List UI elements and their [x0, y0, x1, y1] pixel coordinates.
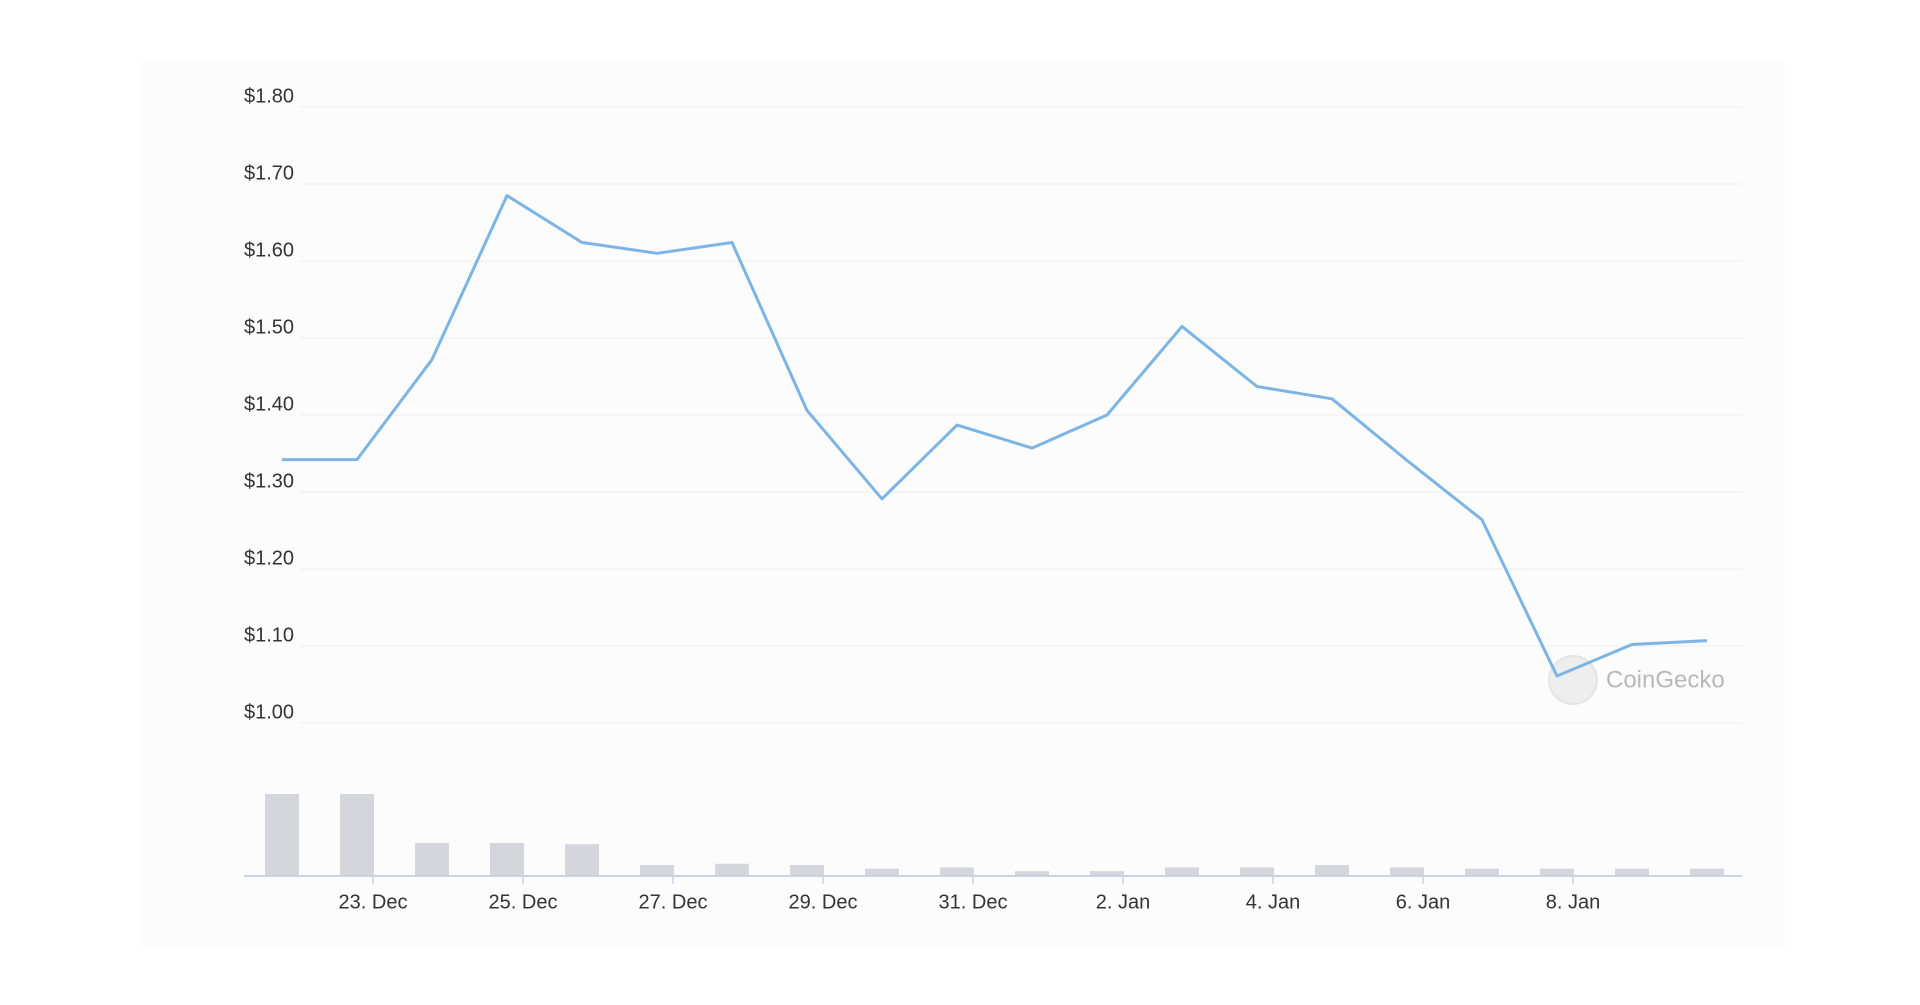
- y-tick-label: $1.70: [244, 162, 294, 184]
- x-tick-label: 25. Dec: [489, 891, 558, 913]
- volume-bar: [640, 864, 674, 876]
- y-tick-label: $1.20: [244, 547, 294, 569]
- x-tick-label: 31. Dec: [939, 891, 1008, 913]
- y-tick-label: $1.40: [244, 393, 294, 415]
- y-tick-label: $1.50: [244, 316, 294, 338]
- x-tick-label: 2. Jan: [1096, 891, 1150, 913]
- x-tick-label: 8. Jan: [1546, 891, 1600, 913]
- volume-bar: [1615, 868, 1649, 876]
- volume-bar: [565, 844, 599, 876]
- volume-bar: [1690, 868, 1724, 876]
- y-tick-label: $1.60: [244, 239, 294, 261]
- volume-bar: [340, 794, 374, 876]
- x-tick-label: 6. Jan: [1396, 891, 1450, 913]
- volume-bar: [1015, 871, 1049, 876]
- x-tick-label: 29. Dec: [789, 891, 858, 913]
- volume-bar: [415, 842, 449, 876]
- volume-bar: [1315, 864, 1349, 876]
- volume-bar: [715, 863, 749, 876]
- volume-bar: [1540, 868, 1574, 876]
- chart-card: [142, 62, 1785, 948]
- price-line: [282, 194, 1708, 678]
- watermark-logo: [1548, 655, 1598, 705]
- x-tick-label: 4. Jan: [1246, 891, 1300, 913]
- y-tick-label: $1.30: [244, 470, 294, 492]
- volume-bar: [490, 842, 524, 876]
- volume-bar: [940, 867, 974, 876]
- y-tick-label: $1.80: [244, 85, 294, 107]
- watermark: CoinGecko: [1606, 666, 1725, 693]
- volume-bar: [1090, 871, 1124, 876]
- y-tick-label: $1.10: [244, 624, 294, 646]
- volume-bar: [1240, 867, 1274, 876]
- volume-bar: [265, 794, 299, 876]
- volume-bar: [1390, 867, 1424, 876]
- x-tick-label: 23. Dec: [339, 891, 408, 913]
- volume-bar: [1465, 868, 1499, 876]
- x-tick-label: 27. Dec: [639, 891, 708, 913]
- y-tick-label: $1.00: [244, 701, 294, 723]
- volume-bar: [1165, 867, 1199, 876]
- volume-bar: [790, 864, 824, 876]
- volume-bar: [865, 868, 899, 876]
